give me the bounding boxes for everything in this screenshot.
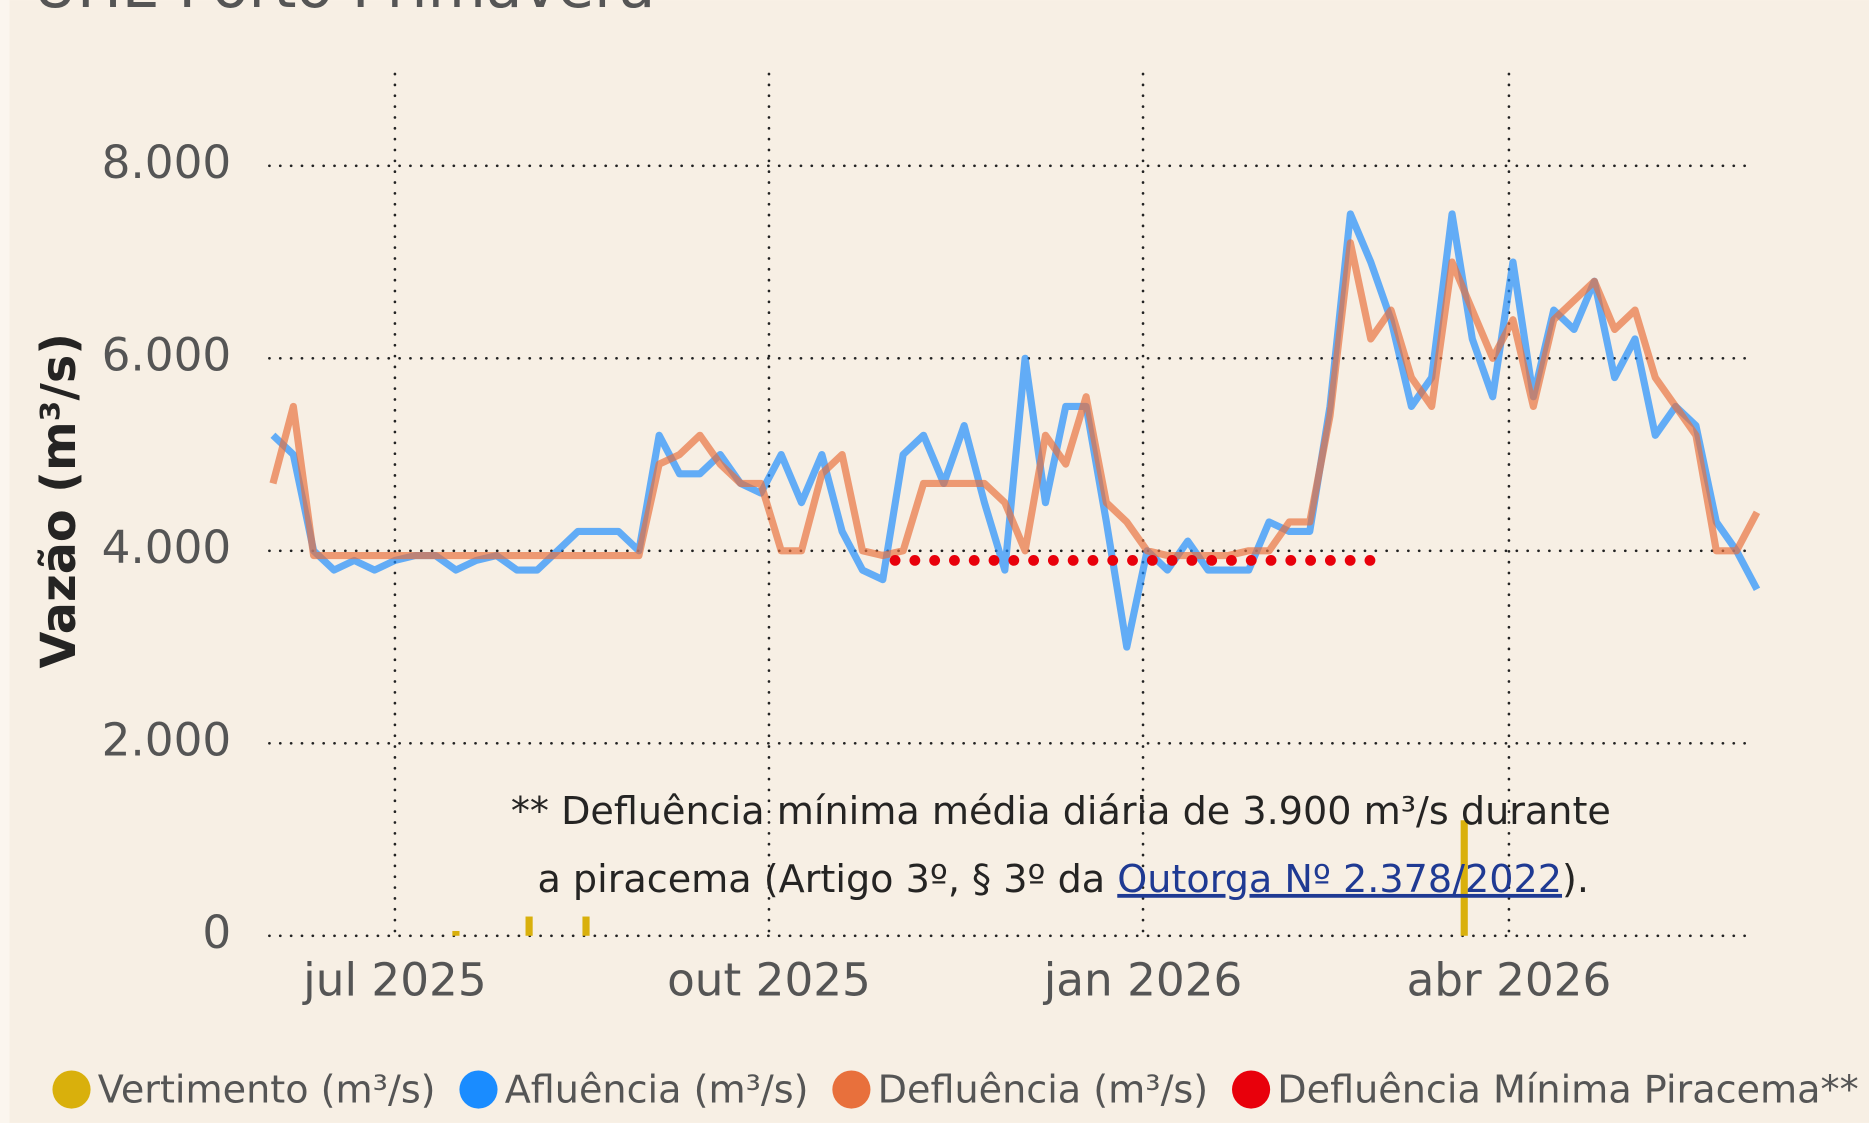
annotation-line: ** Defluência mínima média diária de 3.9… — [511, 789, 1611, 833]
x-tick-label: jan 2026 — [1043, 953, 1243, 1006]
y-tick-label: 2.000 — [102, 713, 232, 766]
y-tick-label: 0 — [202, 906, 231, 959]
legend-label: Vertimento (m³/s) — [98, 1067, 436, 1111]
y-tick-label: 8.000 — [102, 136, 232, 189]
spill-bar — [525, 916, 533, 936]
legend-swatch — [1232, 1070, 1271, 1109]
spill-bar — [452, 930, 460, 936]
series-line — [269, 239, 1761, 560]
spill-bar — [582, 916, 590, 936]
spill-bar — [1460, 820, 1468, 936]
plot — [269, 210, 1761, 936]
legend-label: Defluência (m³/s) — [878, 1067, 1209, 1111]
chart-title: UHE Porto Primavera — [33, 0, 655, 22]
x-tick-label: out 2025 — [667, 953, 871, 1006]
annotation: ** Defluência mínima média diária de 3.9… — [511, 789, 1611, 833]
annotation-text: a piracema (Artigo 3º, § 3º da — [537, 856, 1117, 900]
x-tick-label: abr 2026 — [1407, 953, 1612, 1006]
annotation: a piracema (Artigo 3º, § 3º da Outorga N… — [537, 856, 1589, 900]
annotation-link[interactable]: Outorga Nº 2.378/2022 — [1117, 856, 1562, 900]
annotation-text: ). — [1562, 856, 1589, 900]
legend: Vertimento (m³/s) Afluência (m³/s) Defluên… — [52, 1067, 1859, 1111]
x-tick-label: jul 2025 — [302, 953, 487, 1006]
series-line — [270, 210, 1761, 651]
legend-swatch — [832, 1070, 871, 1109]
y-axis-label: Vazão (m³/s) — [32, 333, 87, 669]
legend-label: Defluência Mínima Piracema** — [1277, 1067, 1858, 1111]
legend-swatch — [52, 1070, 91, 1109]
legend-swatch — [459, 1070, 498, 1109]
y-tick-label: 6.000 — [102, 328, 232, 381]
y-tick-label: 4.000 — [102, 521, 232, 574]
legend-label: Afluência (m³/s) — [505, 1067, 809, 1111]
